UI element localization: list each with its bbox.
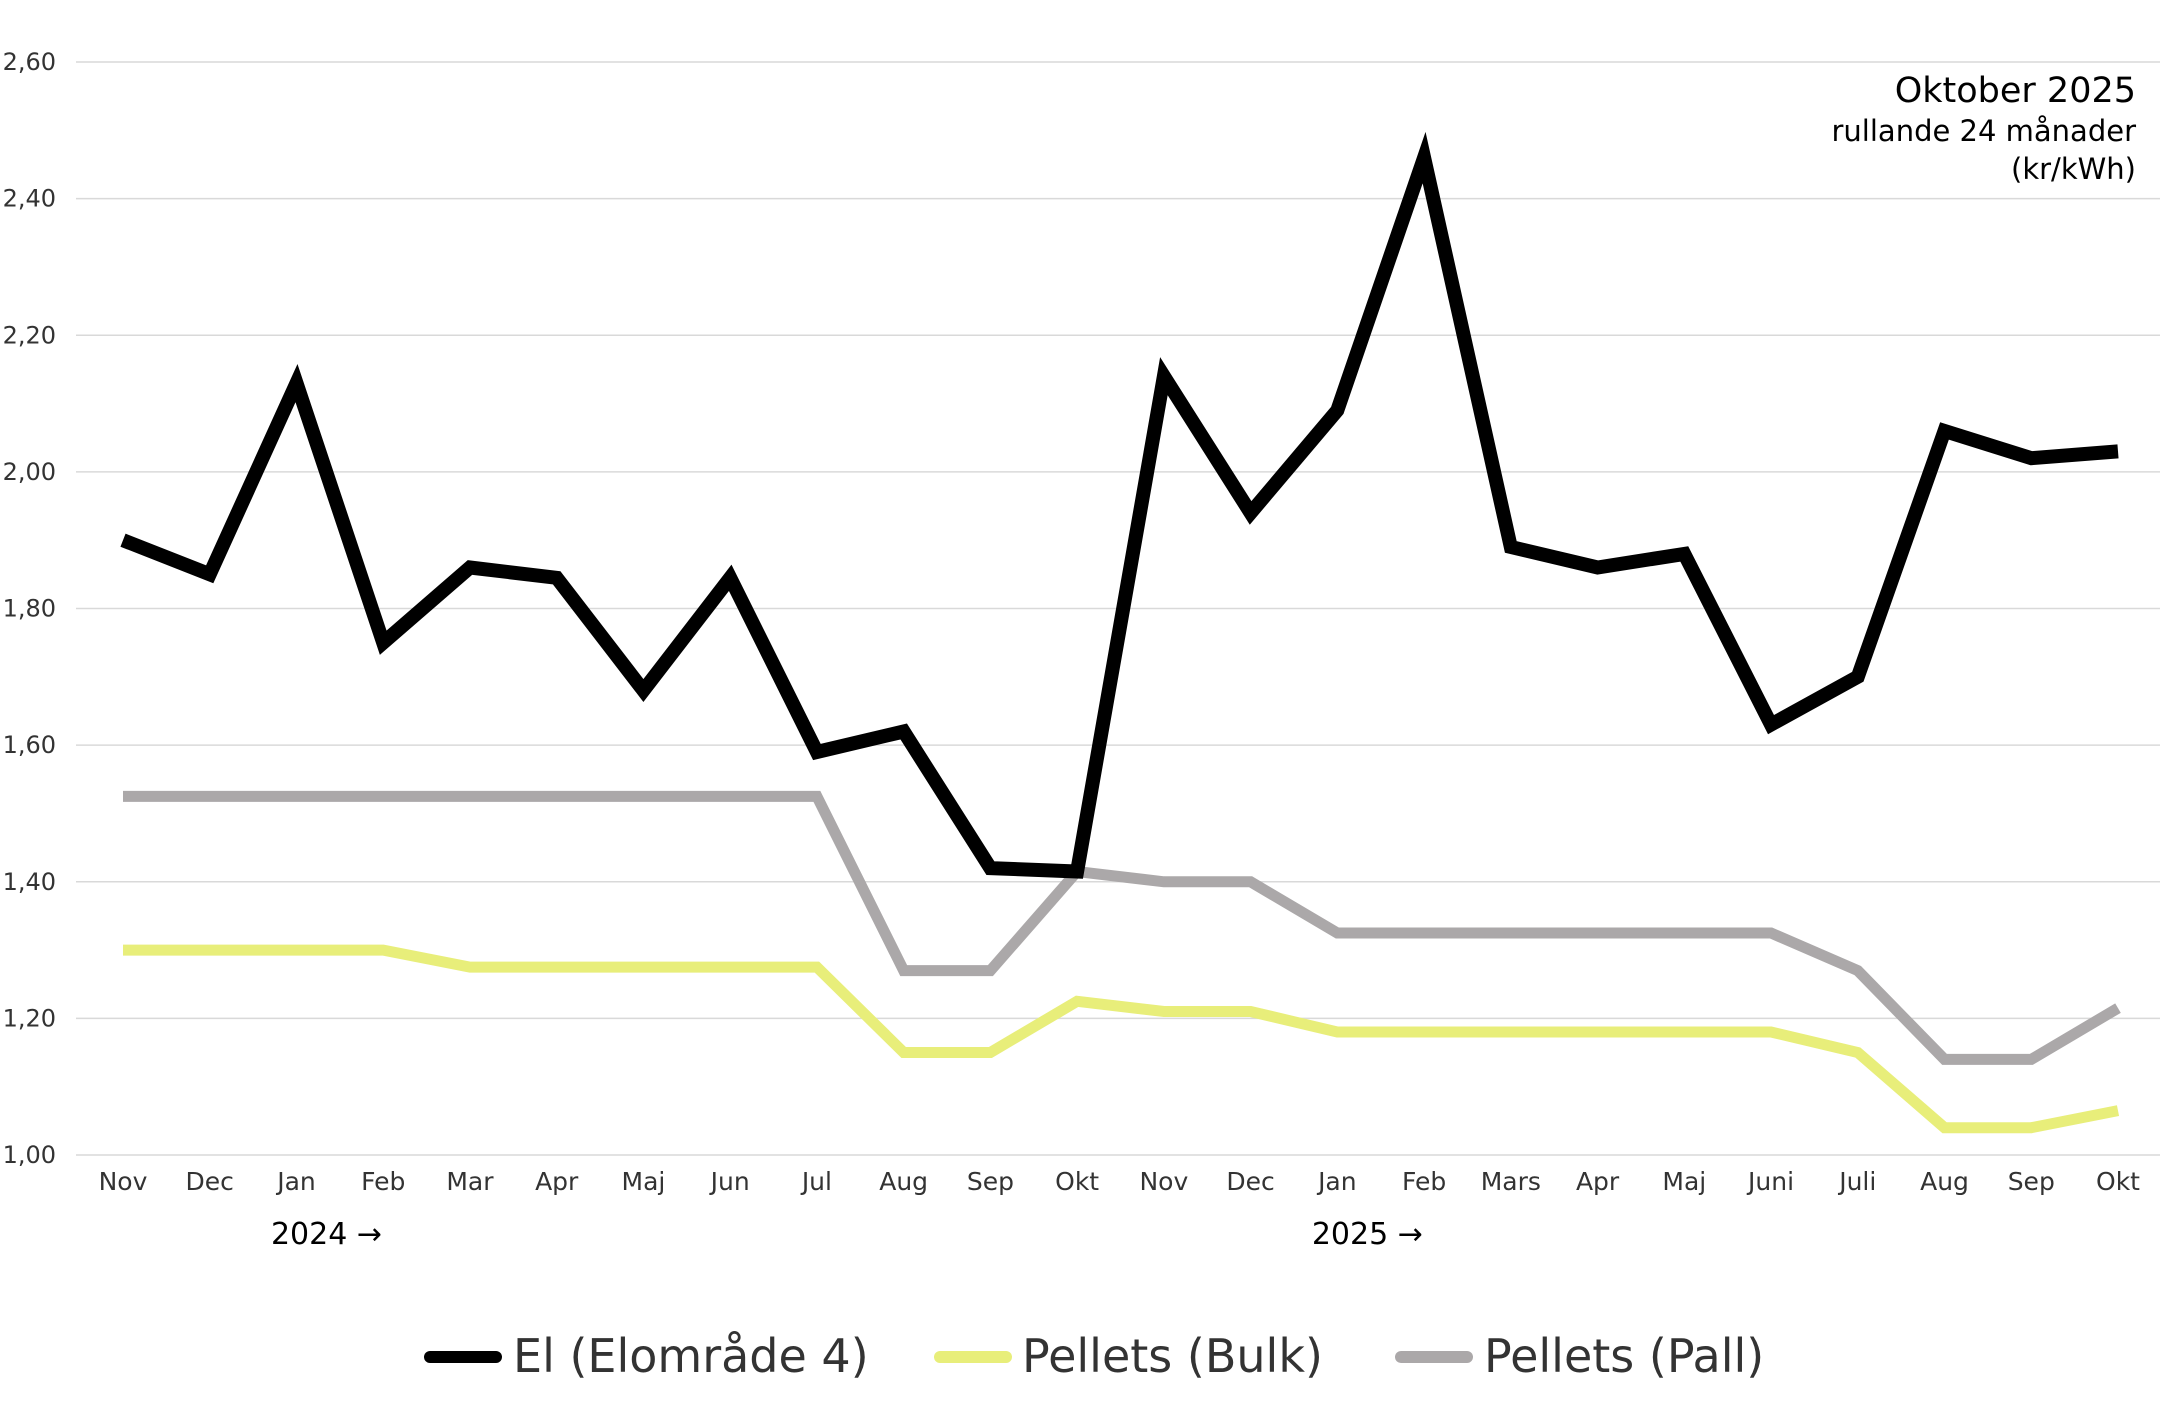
x-tick-label: Feb — [361, 1167, 405, 1196]
x-tick-label: Dec — [1226, 1167, 1274, 1196]
x-tick-label: Mars — [1481, 1167, 1541, 1196]
chart-title: Oktober 2025 — [1895, 71, 2136, 111]
x-tick-label: Aug — [1920, 1167, 1969, 1196]
x-tick-label: Dec — [186, 1167, 234, 1196]
x-tick-label: Aug — [879, 1167, 928, 1196]
legend: El (Elområde 4) Pellets (Bulk) Pellets (Pa… — [424, 1329, 1764, 1383]
x-tick-label: Maj — [622, 1167, 666, 1196]
chart-unit: (kr/kWh) — [2011, 152, 2136, 186]
series-lines — [120, 131, 2121, 1134]
chart-subtitle: rullande 24 månader — [1832, 114, 2137, 148]
legend-label: Pellets (Pall) — [1484, 1329, 1764, 1383]
x-tick-label: Okt — [1055, 1167, 1099, 1196]
y-tick-label: 1,20 — [3, 1004, 56, 1032]
series-line-0 — [120, 131, 2119, 879]
series-line-1 — [123, 944, 2120, 1134]
x-tick-label: Nov — [1139, 1167, 1188, 1196]
x-tick-label: Okt — [2096, 1167, 2140, 1196]
x-tick-label: Juli — [1837, 1167, 1876, 1196]
x-tick-label: Feb — [1402, 1167, 1446, 1196]
y-tick-label: 2,40 — [3, 185, 56, 213]
x-tick-label: Mar — [446, 1167, 494, 1196]
x-tick-label: Apr — [1576, 1167, 1620, 1196]
y-tick-label: 2,60 — [3, 48, 56, 76]
y-tick-label: 1,60 — [3, 731, 56, 759]
x-axis: Nov Dec Jan Feb Mar Apr Maj Jun Jul Aug Sep Okt Nov D… — [99, 1167, 2141, 1252]
x-tick-label: Jul — [800, 1167, 832, 1196]
x-tick-label: Juni — [1746, 1167, 1794, 1196]
y-tick-label: 1,00 — [3, 1141, 56, 1169]
y-tick-label: 2,00 — [3, 458, 56, 486]
series-line-2 — [123, 790, 2121, 1065]
x-tick-label: Sep — [967, 1167, 1014, 1196]
y-tick-label: 2,20 — [3, 321, 56, 349]
x-tick-label: Jan — [1316, 1167, 1357, 1196]
y-axis: 1,00 1,20 1,40 1,60 1,80 2,00 2,20 2,40 2,60 — [3, 48, 56, 1169]
year-label: 2025 → — [1312, 1217, 1423, 1252]
x-tick-label: Maj — [1662, 1167, 1706, 1196]
x-tick-label: Apr — [535, 1167, 579, 1196]
x-tick-label: Nov — [99, 1167, 148, 1196]
year-label: 2024 → — [271, 1217, 382, 1252]
x-tick-label: Jun — [709, 1167, 750, 1196]
x-tick-label: Jan — [275, 1167, 316, 1196]
y-tick-label: 1,40 — [3, 868, 56, 896]
legend-label: El (Elområde 4) — [513, 1329, 869, 1383]
y-tick-label: 1,80 — [3, 595, 56, 623]
legend-label: Pellets (Bulk) — [1022, 1329, 1323, 1383]
x-tick-label: Sep — [2008, 1167, 2055, 1196]
